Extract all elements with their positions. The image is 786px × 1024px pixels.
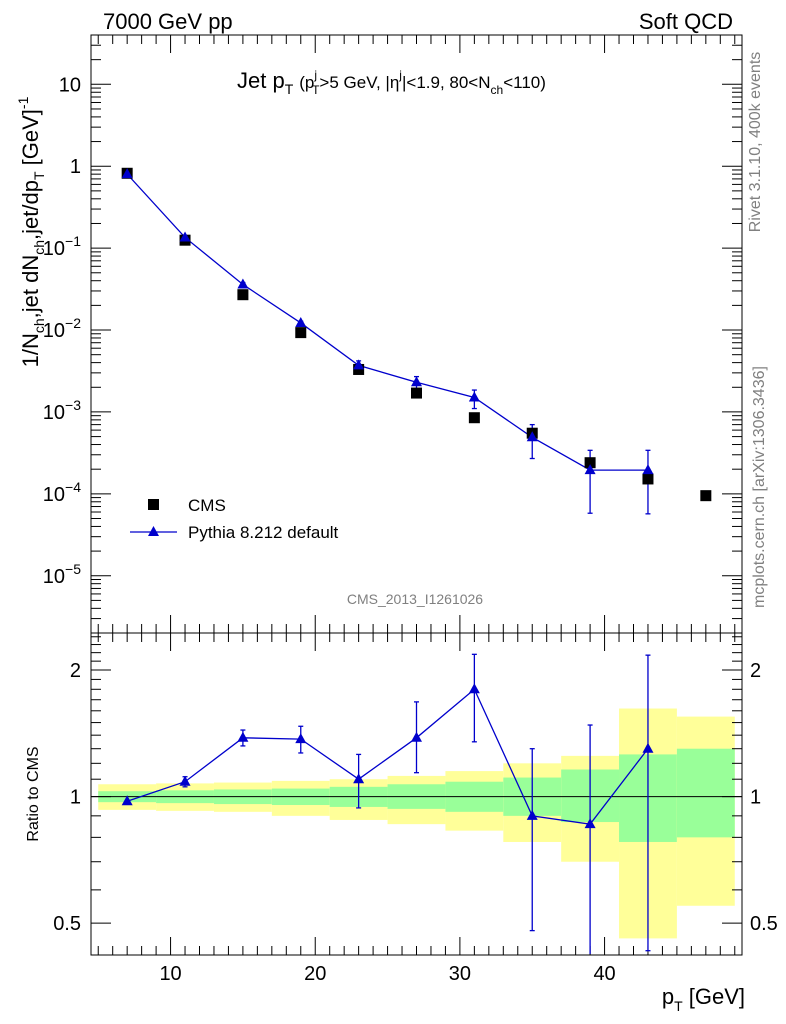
data-point [295,327,307,339]
ratio-mc-point [353,773,365,784]
legend: CMS Pythia 8.212 default [130,496,339,542]
ratio-mc-point [642,742,654,753]
data-point [642,473,654,485]
mc-point [526,431,538,442]
mc-point [411,376,422,387]
x-tick-label: 40 [593,963,615,985]
x-axis-label: pT [GeV] [662,984,745,1014]
ratio-tick-label-left: 2 [70,660,81,682]
ratio-mc-point [237,731,249,742]
ratio-mc-line [126,688,649,825]
y-tick-label: 10−5 [43,561,81,588]
header-left: 7000 GeV pp [103,9,233,34]
y-tick-label: 10−1 [43,233,81,260]
legend-mc-label: Pythia 8.212 default [188,523,339,542]
ratio-tick-label-left: 0.5 [53,913,81,935]
mc-series-line [126,173,648,471]
ratio-axes: 0.5 0.5 1 1 2 2 [53,636,778,935]
data-point [700,490,712,502]
ratio-mc-point [526,809,538,820]
main-marks [121,167,712,515]
ratio-marks [121,653,654,954]
data-point [353,363,365,375]
main-y-label: 1/Nch,jet dNch,jet/dpT [GeV]-1 [15,96,47,367]
mc-point [642,464,654,475]
ratio-tick-label-right: 0.5 [750,913,778,935]
legend-mc-marker [148,526,159,536]
plot-title: Jet pT (pj T>5 GeV, |ηj|<1.9, 80<Nch<110) [237,68,546,97]
x-tick-label: 10 [159,963,181,985]
x-tick-label: 30 [449,963,471,985]
y-tick-label: 1 [70,156,81,178]
ratio-mc-point [179,775,191,786]
ratio-mc-point [468,683,480,694]
mc-point [584,464,596,475]
mc-point [121,168,133,179]
mc-point [468,391,480,402]
analysis-watermark: CMS_2013_I1261026 [347,591,483,607]
rivet-label: Rivet 3.1.10, 400k events [747,52,764,233]
x-tick-label: 20 [304,963,326,985]
y-tick-label: 10−2 [43,315,81,342]
ratio-band-inner [676,748,735,838]
ratio-y-label: Ratio to CMS [25,746,42,841]
ratio-mc-point [121,795,133,806]
ratio-tick-label-left: 1 [70,787,81,809]
mc-point [353,359,365,370]
ratio-tick-label-right: 1 [750,787,761,809]
mc-point [295,316,307,327]
main-axes: 10 1 10−1 10−2 10−3 10−4 10−5 [43,34,742,634]
x-axis: 10 20 30 40 [97,35,736,985]
y-tick-label: 10−4 [43,479,81,506]
ratio-mc-point [584,818,596,829]
ratio-tick-label-right: 2 [750,660,761,682]
mcplots-label: mcplots.cern.ch [arXiv:1306.3436] [751,366,768,608]
main-frame [90,34,743,634]
legend-data-marker [148,499,159,510]
ratio-mc-point [295,733,307,744]
ratio-mc-point [411,731,422,742]
legend-data-label: CMS [188,496,226,515]
y-tick-label: 10−3 [43,397,81,424]
data-point [584,457,596,469]
data-point [411,387,422,399]
data-point [237,289,249,301]
data-point [468,412,480,424]
mc-point [237,278,249,289]
y-tick-label: 10 [59,74,81,96]
mc-point [179,231,191,242]
header-right: Soft QCD [639,9,733,34]
